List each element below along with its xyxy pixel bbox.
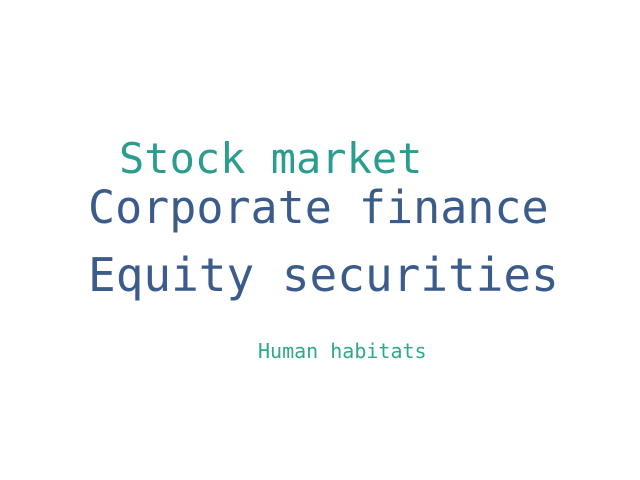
word-human-habitats: Human habitats <box>258 339 427 363</box>
word-stock-market: Stock market <box>119 134 423 183</box>
word-corporate-finance: Corporate finance <box>88 181 549 234</box>
word-equity-securities: Equity securities <box>88 248 559 302</box>
